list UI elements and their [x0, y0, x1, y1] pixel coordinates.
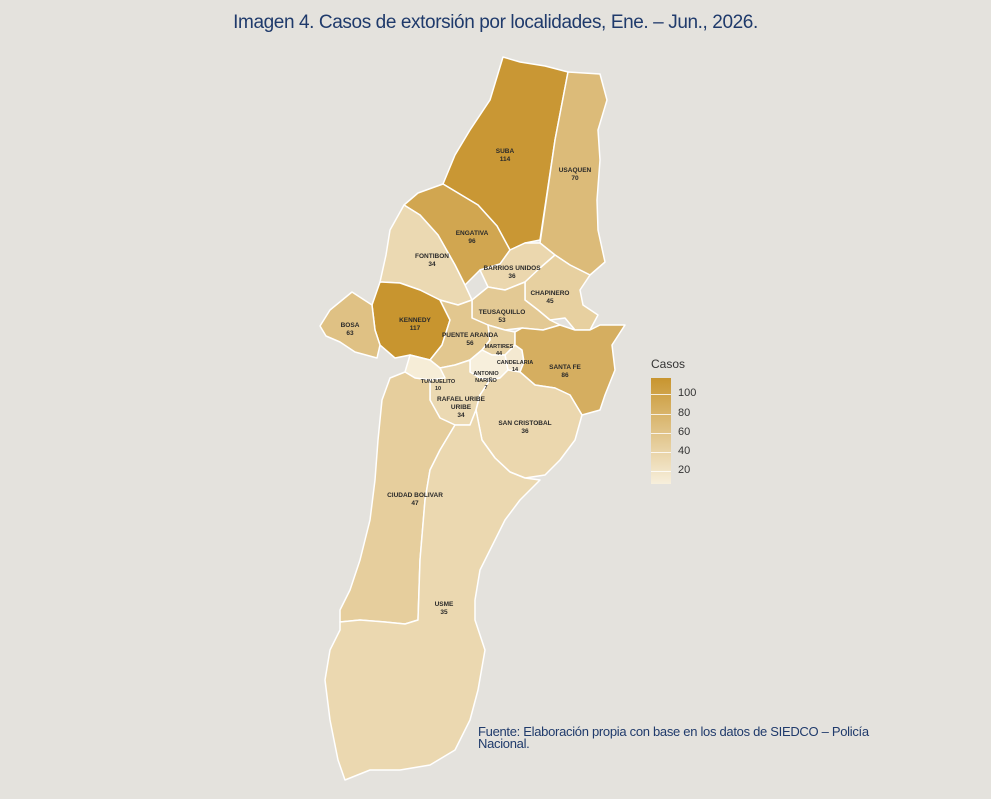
region-label-barrios-unidos: BARRIOS UNIDOS 36 [483, 265, 541, 280]
legend-tick-mark [651, 394, 671, 396]
region-value-usaquen: 70 [571, 175, 579, 182]
region-value-ciudad-bolivar: 47 [411, 500, 419, 507]
region-label-chapinero: CHAPINERO 45 [530, 290, 569, 305]
region-label-fontibon: FONTIBON 34 [415, 253, 449, 268]
region-label-teusaquillo: TEUSAQUILLO 53 [479, 309, 526, 324]
regions-layer [319, 56, 626, 781]
region-name-candelaria: CANDELARIA [497, 360, 533, 366]
region-value-bosa: 63 [346, 330, 354, 337]
region-label-san-cristobal: SAN CRISTOBAL 36 [498, 420, 551, 435]
region-bosa [319, 291, 381, 359]
region-label-kennedy: KENNEDY 117 [399, 317, 431, 332]
region-label-usaquen: USAQUEN 70 [559, 167, 592, 182]
region-label-usme: USME 35 [435, 601, 454, 616]
region-label-tunjuelito: TUNJUELITO 10 [421, 379, 456, 392]
region-label-santa-fe: SANTA FE 86 [549, 364, 581, 379]
legend-title: Casos [651, 357, 686, 371]
region-name-fontibon: FONTIBON [415, 253, 449, 260]
region-label-ciudad-bolivar: CIUDAD BOLIVAR 47 [387, 492, 443, 507]
region-value-kennedy: 117 [410, 325, 421, 332]
region-label-candelaria: CANDELARIA 14 [497, 360, 533, 373]
region-name-usme: USME [435, 601, 454, 608]
region-value-san-cristobal: 36 [521, 428, 529, 435]
legend-tick-label: 60 [678, 425, 691, 438]
page-title: Imagen 4. Casos de extorsión por localid… [233, 12, 758, 33]
region-label-antonio-narino: ANTONIO NARIÑO 7 [473, 371, 499, 391]
region-value-candelaria: 14 [512, 367, 519, 373]
region-label-engativa: ENGATIVA 96 [456, 230, 489, 245]
legend-tick-label: 100 [678, 387, 697, 400]
region-label-rafael-uribe-uribe: RAFAEL URIBE URIBE 34 [437, 396, 486, 419]
region-name-puente-aranda: PUENTE ARANDA [442, 332, 498, 339]
region-name-usaquen: USAQUEN [559, 167, 592, 174]
legend-tick-label: 40 [678, 445, 691, 458]
region-name-martires: MARTIRES [485, 344, 514, 350]
legend-tick-label: 80 [678, 406, 691, 419]
legend-tick-mark [651, 452, 671, 454]
region-value-tunjuelito: 10 [435, 386, 441, 392]
region-value-chapinero: 45 [546, 298, 554, 305]
region-value-engativa: 96 [468, 238, 476, 245]
region-value-teusaquillo: 53 [498, 317, 506, 324]
region-value-barrios-unidos: 36 [508, 273, 516, 280]
region-value-santa-fe: 86 [561, 372, 569, 379]
region-value-martires: 44 [496, 351, 503, 357]
region-name-kennedy: KENNEDY [399, 317, 431, 324]
region-label-bosa: BOSA 63 [341, 322, 360, 337]
region-name-suba: SUBA [496, 148, 515, 155]
region-name-tunjuelito: TUNJUELITO [421, 379, 456, 385]
region-label-suba: SUBA 114 [496, 148, 515, 163]
region-name-chapinero: CHAPINERO [530, 290, 569, 297]
region-teusaquillo [471, 281, 561, 331]
region-name-bosa: BOSA [341, 322, 360, 329]
legend-tick-mark [651, 471, 671, 473]
region-value-usme: 35 [440, 609, 448, 616]
region-name-rafael-uribe-uribe: RAFAEL URIBE [437, 396, 486, 403]
region-value-rafael-uribe-uribe: 34 [457, 412, 465, 419]
region-name-teusaquillo: TEUSAQUILLO [479, 309, 526, 316]
legend-tick-mark [651, 413, 671, 415]
region-name-barrios-unidos: BARRIOS UNIDOS [483, 265, 541, 272]
region-santa-fe [514, 324, 626, 416]
legend-color-bar [651, 378, 671, 484]
legend-tick-mark [651, 432, 671, 434]
region-usme [324, 409, 541, 781]
region-name-santa-fe: SANTA FE [549, 364, 581, 371]
region-name-engativa: ENGATIVA [456, 230, 489, 237]
region-value-fontibon: 34 [428, 261, 436, 268]
region-value-suba: 114 [500, 156, 511, 163]
source-note: Fuente: Elaboración propia con base en l… [478, 724, 869, 751]
region-name-ciudad-bolivar: CIUDAD BOLIVAR [387, 492, 443, 499]
region-name-rafael-uribe-uribe: URIBE [451, 404, 472, 411]
region-value-antonio-narino: 7 [484, 385, 487, 391]
region-label-martires: MARTIRES 44 [485, 344, 514, 357]
legend-tick-label: 20 [678, 464, 691, 477]
region-name-antonio-narino: NARIÑO [475, 377, 497, 384]
region-name-san-cristobal: SAN CRISTOBAL [498, 420, 551, 427]
region-value-puente-aranda: 56 [466, 340, 474, 347]
region-name-antonio-narino: ANTONIO [473, 371, 499, 377]
region-label-puente-aranda: PUENTE ARANDA 56 [442, 332, 498, 347]
